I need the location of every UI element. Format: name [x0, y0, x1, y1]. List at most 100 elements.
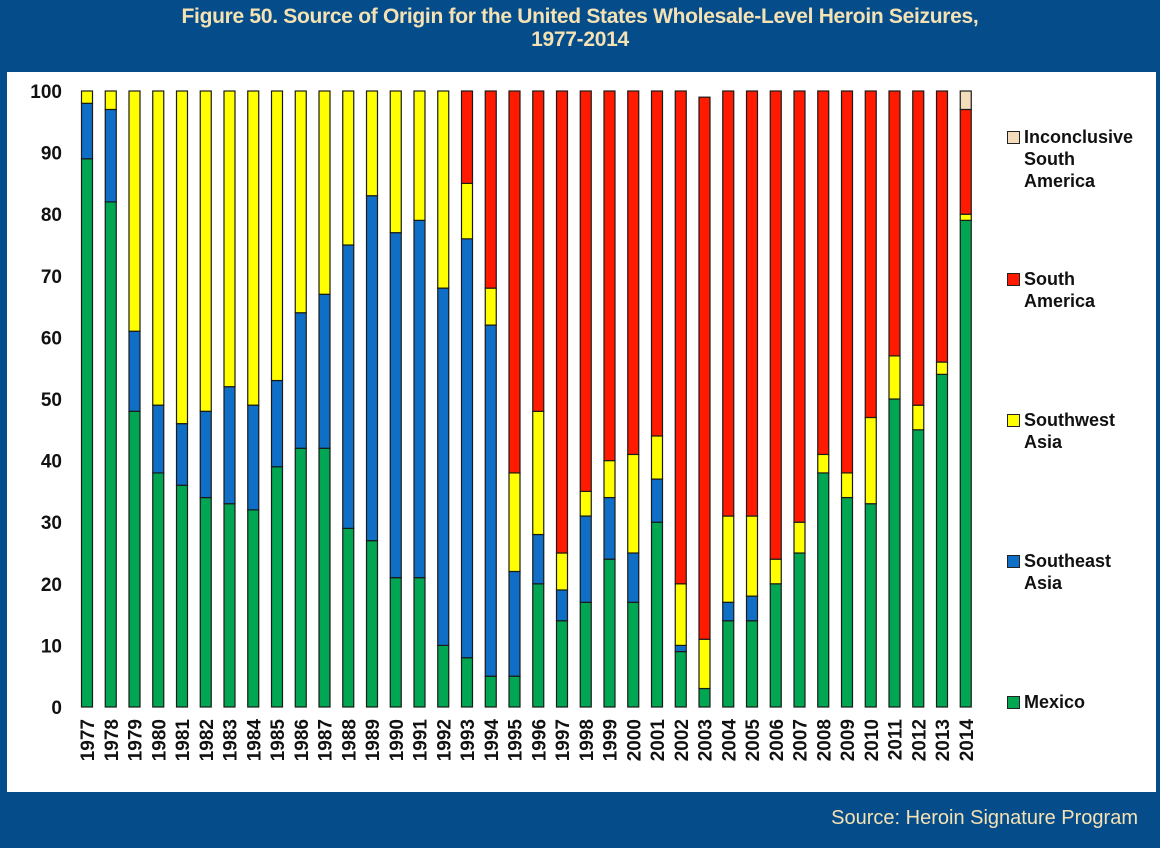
x-tick-label: 1994 — [482, 719, 503, 762]
bar-segment-southwest-asia — [342, 90, 355, 246]
bar-segment-south-america — [864, 90, 877, 419]
bar-segment-mexico — [318, 447, 331, 708]
y-tick-label: 80 — [41, 205, 62, 226]
bar-segment-southeast-asia — [650, 478, 664, 523]
legend-item: Mexico — [1007, 691, 1160, 713]
y-tick-label: 90 — [41, 144, 62, 165]
bar-segment-south-america — [912, 90, 925, 406]
bar-segment-southwest-asia — [698, 638, 711, 690]
bar-stack-2003 — [698, 96, 711, 708]
bar-segment-southeast-asia — [532, 533, 545, 585]
bar-segment-southeast-asia — [318, 293, 331, 449]
x-tick-label: 2010 — [862, 719, 883, 761]
bar-segment-southwest-asia — [532, 410, 545, 536]
bar-stack-2011 — [888, 90, 901, 708]
bar-segment-mexico — [745, 620, 759, 708]
bar-segment-south-america — [888, 90, 901, 357]
bar-segment-southeast-asia — [128, 330, 141, 412]
bar-segment-southeast-asia — [413, 219, 426, 579]
bar-stack-1985 — [270, 90, 284, 708]
bar-stack-2004 — [722, 90, 735, 708]
bar-stack-1990 — [389, 90, 402, 708]
legend-label: Mexico — [1024, 692, 1086, 712]
bar-segment-mexico — [840, 496, 854, 708]
legend-swatch — [1007, 696, 1020, 709]
bar-segment-south-america — [817, 90, 830, 456]
bar-segment-mexico — [247, 509, 260, 708]
bar-segment-southwest-asia — [722, 515, 735, 603]
bar-segment-south-america — [603, 90, 616, 462]
bar-segment-south-america — [935, 90, 949, 363]
bar-segment-mexico — [579, 601, 592, 708]
bar-segment-mexico — [603, 558, 616, 708]
bar-stack-2012 — [912, 90, 925, 708]
bar-segment-mexico — [175, 484, 189, 708]
bar-segment-south-america — [674, 90, 687, 585]
y-tick-label: 60 — [41, 328, 62, 349]
bar-stack-1999 — [603, 90, 616, 708]
x-tick-label: 1996 — [529, 719, 550, 761]
bar-stack-1992 — [437, 90, 450, 708]
x-tick-label: 2013 — [933, 719, 954, 761]
bar-segment-mexico — [104, 201, 117, 708]
bar-segment-south-america — [650, 90, 664, 437]
bar-segment-southwest-asia — [840, 472, 854, 499]
x-tick-label: 1985 — [268, 719, 289, 762]
legend-item: South America — [1007, 268, 1160, 312]
x-tick-label: 1998 — [577, 719, 598, 761]
bar-stack-1989 — [365, 90, 379, 708]
x-tick-label: 1992 — [434, 719, 455, 761]
bar-segment-southwest-asia — [413, 90, 426, 221]
y-tick-label: 100 — [30, 82, 62, 103]
x-tick-label: 2005 — [743, 719, 764, 762]
bar-segment-mexico — [508, 675, 521, 708]
bar-segment-mexico — [389, 577, 402, 708]
bar-segment-southwest-asia — [270, 90, 284, 382]
bar-segment-south-america — [698, 96, 711, 640]
legend-item: Southeast Asia — [1007, 550, 1160, 594]
bar-segment-southwest-asia — [603, 460, 616, 499]
legend-swatch — [1007, 555, 1020, 568]
x-tick-label: 1984 — [244, 719, 265, 762]
bar-stack-1977 — [80, 90, 94, 708]
bar-segment-mexico — [555, 620, 569, 708]
x-tick-label: 2006 — [767, 719, 788, 761]
bar-segment-southwest-asia — [864, 416, 877, 505]
bar-segment-southwest-asia — [460, 182, 474, 240]
x-tick-label: 1978 — [102, 719, 123, 761]
bar-segment-south-america — [959, 108, 972, 215]
bar-segment-southeast-asia — [389, 232, 402, 579]
bar-segment-southeast-asia — [674, 644, 687, 653]
bar-segment-southwest-asia — [912, 404, 925, 431]
bar-segment-mexico — [484, 675, 497, 708]
x-tick-label: 2003 — [696, 719, 717, 761]
bar-stack-1995 — [508, 90, 521, 708]
x-tick-label: 1982 — [197, 719, 218, 761]
bar-segment-southwest-asia — [365, 90, 379, 197]
bar-segment-southwest-asia — [555, 552, 569, 591]
bar-stack-1988 — [342, 90, 355, 708]
bar-stack-2000 — [627, 90, 640, 708]
y-tick-label: 40 — [41, 452, 62, 473]
source-note: Source: Heroin Signature Program — [831, 807, 1138, 829]
bar-segment-mexico — [199, 496, 212, 708]
bar-segment-mexico — [152, 472, 165, 708]
x-tick-label: 1999 — [601, 719, 622, 761]
bar-segment-southeast-asia — [342, 244, 355, 529]
bar-stack-1986 — [294, 90, 307, 708]
bar-segment-southwest-asia — [484, 287, 497, 326]
bar-segment-southeast-asia — [294, 312, 307, 449]
bar-segment-southwest-asia — [294, 90, 307, 314]
legend-swatch — [1007, 131, 1020, 144]
bar-segment-south-america — [484, 90, 497, 289]
x-tick-label: 2014 — [957, 719, 978, 762]
y-tick-label: 20 — [41, 575, 62, 596]
bar-segment-southwest-asia — [745, 515, 759, 597]
bar-segment-south-america — [793, 90, 806, 523]
legend-item: Inconclusive South America — [1007, 126, 1160, 192]
bar-segment-south-america — [745, 90, 759, 517]
bar-stack-1983 — [223, 90, 236, 708]
y-tick-label: 0 — [51, 698, 62, 719]
bar-stack-1981 — [175, 90, 189, 708]
